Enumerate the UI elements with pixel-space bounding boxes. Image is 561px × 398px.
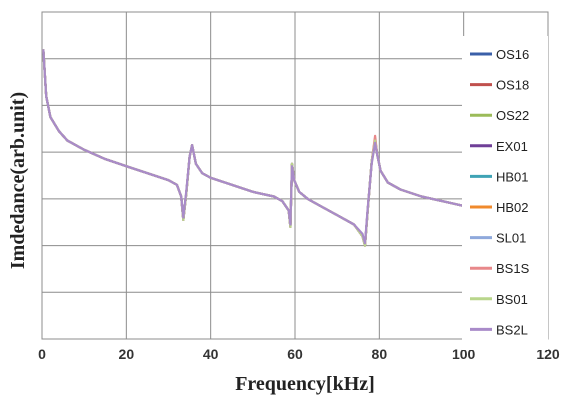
- x-tick-label: 0: [38, 346, 46, 362]
- legend-label-bs01: BS01: [496, 292, 528, 307]
- series-line-bs1s: [42, 49, 464, 247]
- series-line-hb02: [42, 49, 464, 247]
- series-lines: [42, 49, 464, 247]
- x-tick-label: 40: [203, 346, 219, 362]
- legend-label-os16: OS16: [496, 47, 529, 62]
- legend-label-sl01: SL01: [496, 231, 526, 246]
- series-line-bs01: [42, 49, 464, 247]
- legend-label-ex01: EX01: [496, 139, 528, 154]
- legend-label-os22: OS22: [496, 108, 529, 123]
- series-line-ex01: [42, 49, 464, 247]
- legend-label-hb01: HB01: [496, 169, 529, 184]
- x-tick-label: 60: [287, 346, 303, 362]
- x-tick-label: 20: [119, 346, 135, 362]
- legend-label-bs2l: BS2L: [496, 322, 528, 337]
- y-axis-title: Imdedance(arb.unit): [7, 92, 29, 269]
- x-axis-title: Frequency[kHz]: [235, 373, 375, 395]
- series-line-bs2l: [42, 49, 464, 245]
- series-line-sl01: [42, 49, 464, 247]
- series-line-os16: [42, 49, 464, 247]
- legend-label-bs1s: BS1S: [496, 261, 530, 276]
- series-line-os18: [42, 49, 464, 247]
- series-line-hb01: [42, 49, 464, 247]
- legend-label-hb02: HB02: [496, 200, 529, 215]
- x-tick-label: 80: [372, 346, 388, 362]
- legend: OS16 OS18 OS22 EX01 HB01 HB02 SL01 BS1S BS01 BS2L: [462, 36, 548, 350]
- legend-label-os18: OS18: [496, 78, 529, 93]
- series-line-os22: [42, 49, 464, 247]
